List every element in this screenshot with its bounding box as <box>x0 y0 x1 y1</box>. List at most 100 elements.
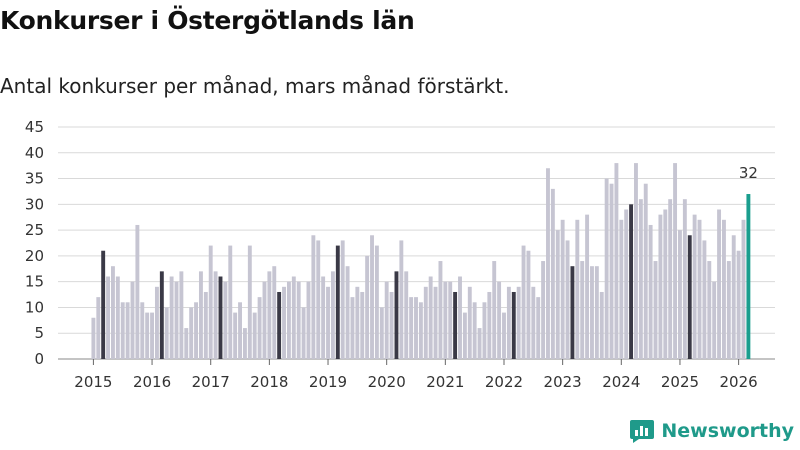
bar-march <box>159 271 164 359</box>
bar <box>91 317 96 359</box>
bar-march <box>394 271 399 359</box>
bar <box>360 291 365 359</box>
bar <box>106 276 111 359</box>
latest-value-label: 32 <box>739 164 758 182</box>
bar <box>355 286 360 359</box>
bar <box>741 219 746 359</box>
bar <box>96 297 101 359</box>
newsworthy-logo-icon <box>630 420 655 443</box>
bar <box>531 286 536 359</box>
bar <box>648 224 653 359</box>
bar <box>140 302 145 359</box>
bar <box>614 163 619 359</box>
bar <box>506 286 511 359</box>
bar-march <box>570 266 575 359</box>
bar <box>125 302 130 359</box>
bar <box>594 266 599 359</box>
bar <box>223 281 228 359</box>
bar <box>692 214 697 359</box>
bar <box>599 291 604 359</box>
bar <box>321 276 326 359</box>
bar <box>272 266 277 359</box>
bar <box>555 230 560 359</box>
bar <box>179 271 184 359</box>
bar <box>316 240 321 359</box>
bar <box>286 281 291 359</box>
chart-subtitle: Antal konkurser per månad, mars månad fö… <box>0 74 510 98</box>
bar <box>673 163 678 359</box>
bar-march <box>335 245 340 359</box>
bar <box>345 266 350 359</box>
bar <box>702 240 707 359</box>
y-tick-label: 10 <box>25 298 44 316</box>
bar <box>154 286 159 359</box>
y-tick-label: 35 <box>25 170 44 188</box>
bar <box>330 271 335 359</box>
bar <box>526 250 531 359</box>
x-tick-label: 2017 <box>192 373 230 391</box>
bar <box>247 245 252 359</box>
bar <box>643 183 648 359</box>
y-tick-label: 20 <box>25 247 44 265</box>
bar <box>487 291 492 359</box>
bar <box>462 312 467 359</box>
bar <box>580 261 585 359</box>
bar <box>717 209 722 359</box>
bar <box>565 240 570 359</box>
bar <box>663 209 668 359</box>
bar <box>257 297 262 359</box>
bar <box>370 235 374 359</box>
bar <box>233 312 238 359</box>
y-tick-label: 15 <box>25 273 44 291</box>
bar <box>384 281 389 359</box>
bar <box>208 245 213 359</box>
bar <box>722 219 726 359</box>
bar <box>194 302 198 359</box>
bar <box>492 261 497 359</box>
x-tick-label: 2015 <box>74 373 112 391</box>
bar <box>115 276 120 359</box>
bar <box>458 276 462 359</box>
bar <box>736 250 741 359</box>
bars <box>91 163 751 359</box>
bar-march <box>453 291 458 359</box>
bar <box>516 286 521 359</box>
y-tick-label: 30 <box>25 195 44 213</box>
bar <box>164 307 169 359</box>
bar-march <box>277 291 282 359</box>
bar <box>497 281 502 359</box>
bar <box>541 261 546 359</box>
bar-latest <box>746 194 751 359</box>
x-tick-label: 2022 <box>485 373 523 391</box>
x-tick-label: 2026 <box>720 373 758 391</box>
y-tick-label: 40 <box>25 144 44 162</box>
x-tick-label: 2024 <box>602 373 640 391</box>
bar <box>482 302 487 359</box>
x-tick-label: 2025 <box>661 373 699 391</box>
bar <box>448 281 453 359</box>
bar <box>604 178 609 359</box>
bar <box>414 297 418 359</box>
bar <box>399 240 404 359</box>
bar <box>477 328 482 359</box>
bar <box>521 245 526 359</box>
bar-march <box>511 291 516 359</box>
bar <box>291 276 296 359</box>
bar <box>433 286 438 359</box>
y-tick-label: 5 <box>34 324 44 342</box>
bar <box>228 245 233 359</box>
bar <box>350 297 355 359</box>
bar <box>443 281 448 359</box>
bar <box>731 235 736 359</box>
bar <box>262 281 267 359</box>
x-tick-label: 2019 <box>309 373 347 391</box>
annotations: 32 <box>739 164 758 182</box>
bar <box>174 281 179 359</box>
bar <box>467 286 472 359</box>
bar-march <box>218 276 223 359</box>
bar <box>374 245 379 359</box>
bar <box>252 312 257 359</box>
bar <box>242 328 247 359</box>
x-tick-label: 2016 <box>133 373 171 391</box>
bar <box>404 271 409 359</box>
